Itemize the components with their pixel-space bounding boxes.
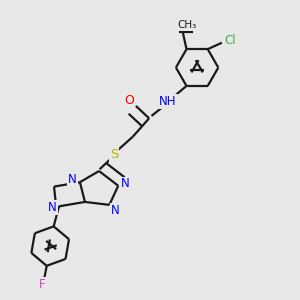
Text: N: N: [68, 173, 77, 186]
Text: S: S: [110, 148, 118, 161]
Text: N: N: [48, 201, 57, 214]
Text: Cl: Cl: [224, 34, 236, 47]
Text: O: O: [124, 94, 134, 107]
Text: N: N: [111, 204, 120, 217]
Text: N: N: [121, 178, 130, 190]
Text: CH₃: CH₃: [177, 20, 196, 30]
Text: F: F: [39, 278, 46, 291]
Text: NH: NH: [159, 95, 177, 108]
